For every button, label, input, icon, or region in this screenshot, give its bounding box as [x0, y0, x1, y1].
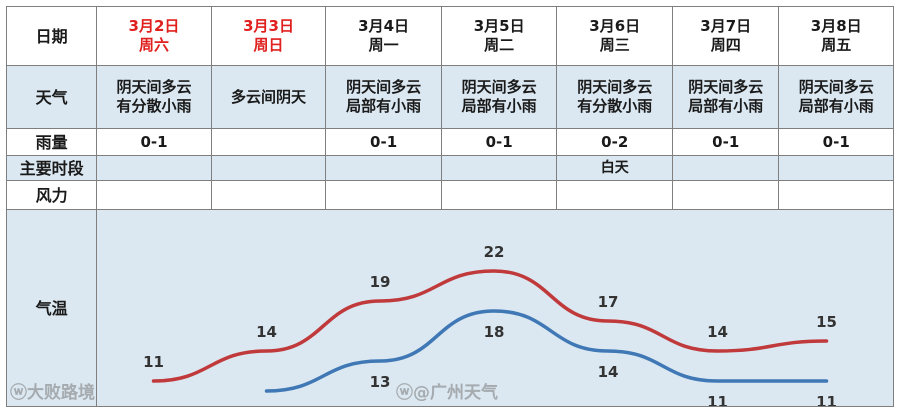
weather-line: 有分散小雨: [116, 97, 192, 115]
wind-cell: [778, 180, 894, 210]
day-header: 3月2日 周六: [96, 6, 212, 66]
weather-line: 阴天间多云: [116, 78, 192, 96]
weibo-logo-icon: ⓦ: [396, 383, 413, 403]
rain-row: 雨量 0-1 0-1 0-1 0-2 0-1 0-1: [5, 128, 894, 156]
weather-cell: 阴天间多云 有分散小雨: [96, 65, 212, 129]
weather-line: 局部有小雨: [461, 97, 537, 115]
watermark-left: ⓦ大败路境: [10, 378, 95, 403]
weather-line: 局部有小雨: [798, 97, 874, 115]
period-row-label: 主要时段: [5, 155, 98, 181]
day-header: 3月8日 周五: [778, 6, 894, 66]
wind-cell: [556, 180, 673, 210]
watermark-center: ⓦ@广州天气: [396, 378, 498, 403]
weather-row: 天气 阴天间多云 有分散小雨 多云间阴天 阴天间多云 局部有小雨 阴天间多云 局部有小…: [5, 65, 894, 129]
high-temp-label: 14: [256, 323, 277, 341]
day-weekday: 周日: [253, 36, 284, 54]
rain-cell: [210, 128, 327, 156]
wind-cell: [325, 180, 442, 210]
high-temp-label: 14: [707, 323, 728, 341]
temperature-row-label: 气温: [5, 209, 98, 407]
day-weekday: 周四: [710, 36, 741, 54]
rain-cell: 0-1: [325, 128, 442, 156]
high-temp-label: 15: [816, 313, 837, 331]
period-cell: [778, 155, 894, 181]
temperature-row: 气温 11 14 19 22 17 14 15 10 13 18 14 11 11: [5, 209, 894, 407]
period-cell: 白天: [556, 155, 673, 181]
weather-line: 阴天间多云: [577, 78, 653, 96]
period-cell: [325, 155, 442, 181]
weather-line: 局部有小雨: [346, 97, 422, 115]
day-weekday: 周六: [138, 36, 169, 54]
wind-cell: [671, 180, 780, 210]
day-date: 3月7日: [700, 17, 752, 35]
weather-cell: 阴天间多云 有分散小雨: [556, 65, 673, 129]
low-temp-label: 18: [484, 323, 505, 341]
rain-cell: 0-1: [778, 128, 894, 156]
weather-line: 阴天间多云: [798, 78, 874, 96]
wind-cell: [210, 180, 327, 210]
period-row: 主要时段 白天: [5, 155, 894, 181]
weather-line: 阴天间多云: [461, 78, 537, 96]
high-temp-line: [151, 269, 829, 383]
wind-cell: [440, 180, 558, 210]
day-date: 3月3日: [243, 17, 294, 35]
high-temp-label: 22: [484, 243, 505, 261]
weather-row-label: 天气: [5, 65, 98, 129]
day-header: 3月5日 周二: [440, 6, 558, 66]
rain-cell: 0-1: [440, 128, 558, 156]
day-weekday: 周三: [599, 36, 630, 54]
low-temp-label: 14: [598, 363, 619, 381]
forecast-table: 日期 3月2日 周六 3月3日 周日 3月4日 周一 3月5日 周二 3月6日 周三 3月…: [5, 6, 894, 407]
day-header: 3月6日 周三: [556, 6, 673, 66]
weather-cell: 阴天间多云 局部有小雨: [778, 65, 894, 129]
weather-line: 局部有小雨: [688, 97, 764, 115]
temperature-chart-cell: 11 14 19 22 17 14 15 10 13 18 14 11 11: [96, 209, 894, 407]
day-date: 3月5日: [473, 17, 525, 35]
day-weekday: 周一: [368, 36, 399, 54]
weather-cell: 多云间阴天: [210, 65, 327, 129]
low-temp-label: 13: [370, 373, 391, 391]
wind-cell: [96, 180, 212, 210]
rain-cell: 0-1: [671, 128, 780, 156]
rain-cell: 0-1: [96, 128, 212, 156]
high-temp-label: 11: [143, 353, 164, 371]
weather-cell: 阴天间多云 局部有小雨: [325, 65, 442, 129]
low-temp-label: 11: [816, 393, 837, 406]
low-temp-line: [264, 309, 829, 393]
day-header: 3月3日 周日: [210, 6, 327, 66]
weather-line: 有分散小雨: [577, 97, 653, 115]
rain-cell: 0-2: [556, 128, 673, 156]
low-temp-label: 10: [256, 403, 277, 406]
weather-cell: 阴天间多云 局部有小雨: [671, 65, 780, 129]
period-cell: [210, 155, 327, 181]
weibo-logo-icon: ⓦ: [10, 383, 27, 403]
high-temp-label: 17: [598, 293, 619, 311]
wind-row: 风力: [5, 180, 894, 210]
day-date: 3月6日: [589, 17, 641, 35]
watermark-center-text: @广州天气: [413, 383, 498, 403]
weather-line: 阴天间多云: [688, 78, 764, 96]
day-header: 3月4日 周一: [325, 6, 442, 66]
date-row-label: 日期: [5, 6, 98, 66]
weather-line: 多云间阴天: [231, 87, 307, 106]
period-cell: [96, 155, 212, 181]
period-cell: [671, 155, 780, 181]
period-cell: [440, 155, 558, 181]
rain-row-label: 雨量: [5, 128, 98, 156]
low-temp-label: 11: [707, 393, 728, 406]
weather-cell: 阴天间多云 局部有小雨: [440, 65, 558, 129]
weather-line: 阴天间多云: [346, 78, 422, 96]
day-header: 3月7日 周四: [671, 6, 780, 66]
date-row: 日期 3月2日 周六 3月3日 周日 3月4日 周一 3月5日 周二 3月6日 周三 3月…: [5, 6, 894, 66]
day-date: 3月8日: [810, 17, 862, 35]
temperature-chart: 11 14 19 22 17 14 15 10 13 18 14 11 11: [143, 243, 837, 406]
day-date: 3月2日: [128, 17, 180, 35]
day-weekday: 周五: [821, 36, 852, 54]
high-temp-label: 19: [370, 273, 391, 291]
wind-row-label: 风力: [5, 180, 98, 210]
day-date: 3月4日: [358, 17, 410, 35]
day-weekday: 周二: [484, 36, 515, 54]
watermark-left-text: 大败路境: [27, 383, 95, 403]
